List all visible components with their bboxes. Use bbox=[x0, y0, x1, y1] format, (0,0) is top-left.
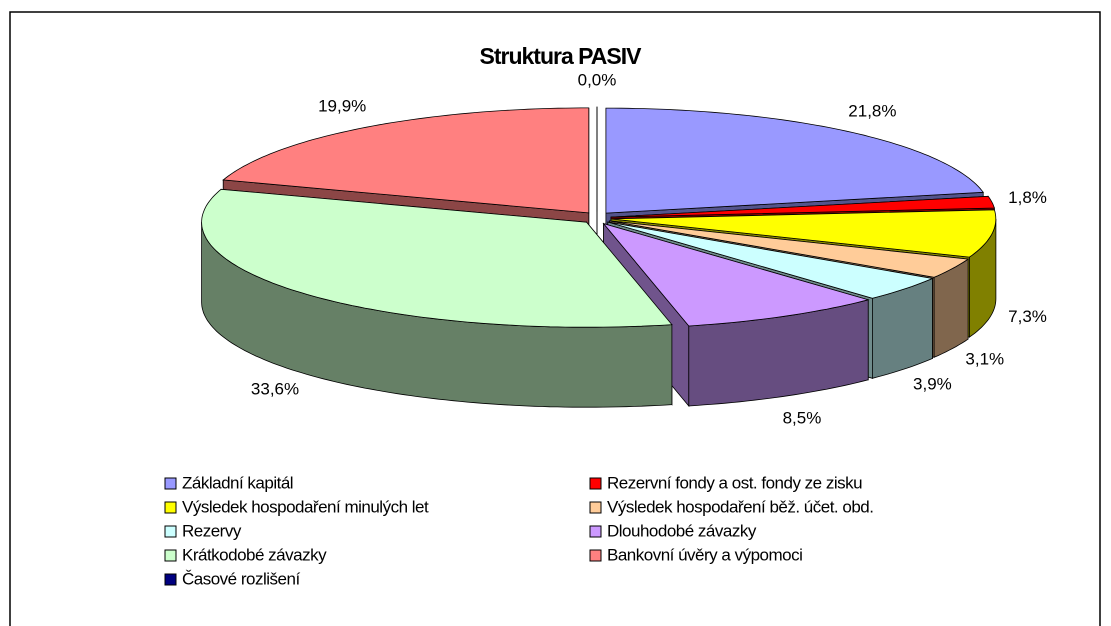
legend-swatch bbox=[589, 525, 602, 538]
legend-label: Krátkodobé závazky bbox=[182, 545, 327, 564]
legend-swatch bbox=[164, 501, 177, 514]
slice bbox=[607, 221, 934, 299]
slice bbox=[610, 195, 995, 218]
data-label: 7,3% bbox=[1008, 307, 1047, 326]
pie: 21,8% 1,8% 7,3% 3,1% 3,9% 8,5% 33,6% 19,9% 0,0% bbox=[201, 70, 1047, 427]
legend-swatch bbox=[589, 501, 602, 514]
slice bbox=[605, 107, 984, 214]
legend-swatch bbox=[589, 477, 602, 490]
data-label: 8,5% bbox=[783, 408, 822, 427]
legend-swatch bbox=[164, 573, 177, 586]
legend-swatch bbox=[164, 525, 177, 538]
legend-label: Rezervní fondy a ost. fondy ze zisku bbox=[607, 473, 862, 492]
slice bbox=[222, 107, 590, 214]
legend-label: Výsledek hospodaření běž. účet. obd. bbox=[607, 497, 873, 516]
legend-label: Výsledek hospodaření minulých let bbox=[182, 497, 429, 516]
data-label: 33,6% bbox=[251, 380, 299, 399]
data-label: 21,8% bbox=[848, 101, 896, 120]
slice bbox=[602, 222, 870, 327]
legend-swatch bbox=[164, 477, 177, 490]
legend: Základní kapitál Rezervní fondy a ost. fo… bbox=[164, 473, 874, 588]
data-label: 1,8% bbox=[1008, 188, 1047, 207]
legend-label: Dlouhodobé závazky bbox=[607, 521, 757, 540]
legend-label: Časové rozlišení bbox=[182, 569, 300, 588]
data-label: 3,1% bbox=[965, 350, 1004, 369]
slice bbox=[610, 209, 997, 258]
legend-label: Bankovní úvěry a výpomoci bbox=[607, 545, 802, 564]
data-label: 19,9% bbox=[318, 96, 366, 115]
legend-swatch bbox=[164, 549, 177, 562]
legend-swatch bbox=[589, 549, 602, 562]
legend-label: Základní kapitál bbox=[182, 473, 293, 492]
chart-title: Struktura PASIV bbox=[480, 43, 643, 69]
legend-label: Rezervy bbox=[182, 521, 242, 540]
slice bbox=[609, 220, 970, 278]
slice bbox=[201, 188, 673, 328]
data-label: 3,9% bbox=[913, 375, 952, 394]
data-label: 0,0% bbox=[578, 70, 617, 89]
